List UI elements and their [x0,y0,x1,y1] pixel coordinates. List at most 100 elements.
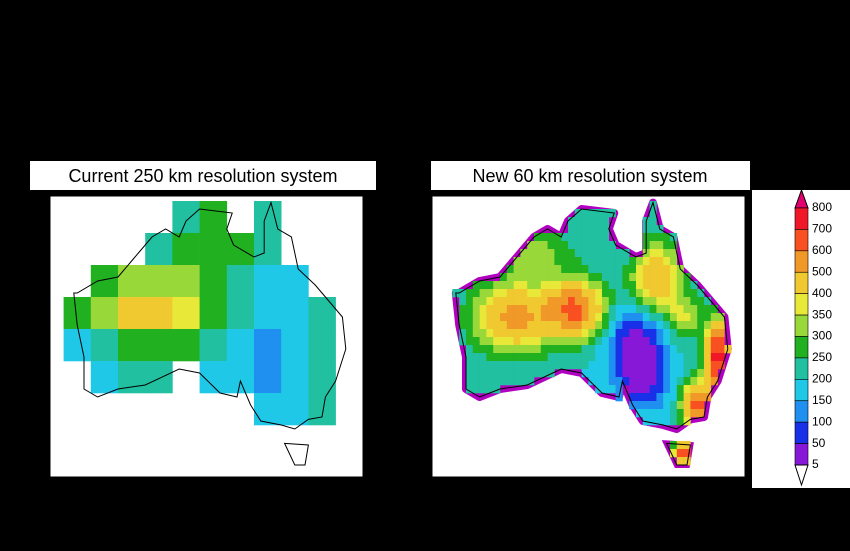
grid-cell [663,313,671,322]
grid-cell [602,329,610,338]
grid-cell [466,385,474,394]
grid-cell [608,369,616,378]
coastline [283,442,309,466]
grid-cell [472,361,480,370]
grid-cell [676,401,684,410]
grid-cell [656,289,664,298]
grid-cell [595,233,603,242]
grid-cell [649,313,657,322]
grid-cell [588,217,596,226]
grid-cell [506,305,514,314]
grid-cell [254,201,282,234]
grid-cell [513,273,521,282]
grid-cell [493,361,501,370]
grid-cell [534,233,542,242]
grid-cell [540,369,548,378]
grid-cell [513,297,521,306]
grid-cell [636,289,644,298]
grid-cell [649,281,657,290]
grid-cell [554,281,562,290]
grid-cell [574,241,582,250]
grid-cell [622,273,630,282]
grid-cell [704,329,712,338]
grid-cell [554,305,562,314]
grid-cell [608,377,616,386]
grid-cell [486,321,494,330]
grid-cell [690,313,698,322]
grid-cell [506,361,514,370]
grid-cell [642,369,650,378]
grid-cell [636,305,644,314]
panel-title: New 60 km resolution system [472,166,707,186]
grid-cell [710,377,718,386]
grid-cell [602,257,610,266]
grid-cell [615,273,623,282]
grid-cell [656,273,664,282]
grid-cell [588,321,596,330]
grid-cell [527,313,535,322]
lat-label: 45S [29,472,47,483]
grid-cell [697,337,705,346]
grid-cell [479,305,487,314]
grid-cell [608,385,616,394]
grid-cell [636,361,644,370]
grid-cell [574,329,582,338]
grid-cell [254,265,282,298]
grid-cell [642,393,650,402]
grid-cell [670,305,678,314]
grid-cell [622,289,630,298]
grid-cell [479,345,487,354]
grid-cell [500,345,508,354]
grid-cell [486,297,494,306]
grid-cell [500,353,508,362]
grid-cell [459,321,467,330]
grid-cell [561,297,569,306]
grid-cell [506,337,514,346]
grid-cell [574,281,582,290]
grid-cell [540,313,548,322]
grid-cell [656,377,664,386]
colorbar-label: 350 [812,307,832,321]
grid-cell [602,225,610,234]
grid-cell [676,345,684,354]
lat-label: 30S [29,352,47,363]
grid-cell [704,345,712,354]
grid-cell [676,449,684,458]
grid-cell [636,337,644,346]
lon-label: 120E [488,483,512,494]
grid-cell [479,297,487,306]
grid-cell [588,225,596,234]
grid-cell [602,217,610,226]
grid-cell [690,385,698,394]
grid-cell [527,297,535,306]
grid-cell [697,321,705,330]
grid-cell [479,377,487,386]
grid-cell [622,281,630,290]
lon-label: 140E [624,483,648,494]
grid-cell [622,361,630,370]
grid-cell [656,249,664,258]
grid-cell [527,241,535,250]
grid-cell [561,353,569,362]
grid-cell [642,281,650,290]
grid-cell [534,265,542,274]
grid-cell [663,265,671,274]
grid-cell [472,313,480,322]
grid-cell [513,257,521,266]
grid-cell [145,361,173,394]
grid-cell [608,257,616,266]
grid-cell [670,321,678,330]
grid-cell [622,345,630,354]
grid-cell [663,281,671,290]
colorbar-segment [794,271,809,294]
grid-cell [540,233,548,242]
grid-cell [636,345,644,354]
grid-cell [520,321,528,330]
grid-cell [676,273,684,282]
grid-cell [663,401,671,410]
grid-cell [520,345,528,354]
grid-cell [479,369,487,378]
grid-cell [602,369,610,378]
grid-cell [554,361,562,370]
grid-cell [486,345,494,354]
